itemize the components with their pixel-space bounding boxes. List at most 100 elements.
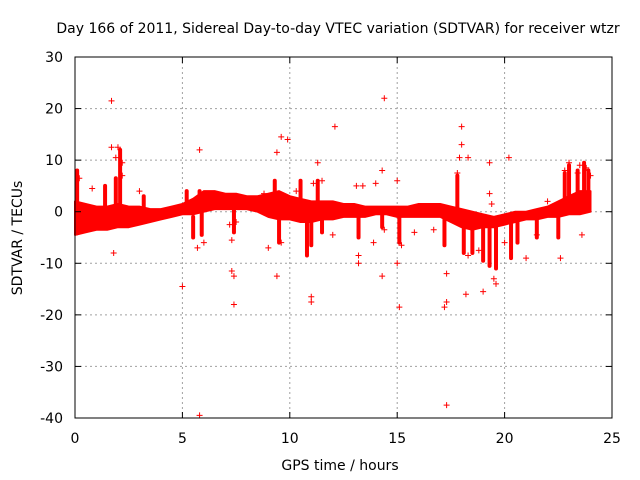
y-tick-labels: -40 -30 -20 -10 0 10 20 30 (40, 50, 63, 427)
data-point-74 (533, 231, 540, 238)
data-point-53 (441, 304, 448, 311)
data-point-18 (228, 237, 235, 244)
data-point-11 (179, 283, 186, 290)
data-point-9 (119, 172, 126, 179)
data-point-7 (114, 144, 121, 151)
data-point-24 (273, 149, 280, 156)
data-point-10 (136, 188, 143, 195)
data-point-80 (576, 162, 583, 169)
y-tick-label-1: -30 (40, 359, 63, 375)
data-point-43 (379, 167, 386, 174)
data-point-26 (278, 133, 285, 140)
y-tick-label-0: -40 (40, 411, 63, 427)
axis-ticks (74, 56, 613, 419)
x-tick-label-1: 5 (178, 431, 187, 447)
data-point-77 (561, 167, 568, 174)
data-point-27 (278, 239, 285, 246)
data-point-37 (353, 182, 360, 189)
y-tick-label-5: 10 (45, 153, 63, 169)
data-point-69 (490, 275, 497, 282)
data-point-31 (308, 298, 315, 305)
data-point-19 (230, 301, 237, 308)
data-point-36 (329, 231, 336, 238)
data-point-52 (430, 226, 437, 233)
data-point-33 (314, 159, 321, 166)
data-point-23 (265, 244, 272, 251)
data-point-29 (293, 188, 300, 195)
data-point-42 (372, 180, 379, 187)
data-point-73 (523, 255, 530, 262)
x-tick-label-4: 20 (496, 431, 514, 447)
data-point-30 (308, 293, 315, 300)
y-tick-label-2: -20 (40, 308, 63, 324)
chart-title: Day 166 of 2011, Sidereal Day-to-day VTE… (56, 21, 620, 37)
data-point-6 (112, 154, 119, 161)
data-point-68 (488, 200, 495, 207)
data-point-61 (462, 291, 469, 298)
data-point-22 (261, 190, 268, 197)
data-point-59 (458, 123, 465, 130)
data-point-50 (398, 242, 405, 249)
data-point-66 (486, 159, 493, 166)
data-point-16 (226, 221, 233, 228)
data-point-13 (196, 146, 203, 153)
data-point-58 (456, 154, 463, 161)
y-tick-label-7: 30 (45, 50, 63, 66)
data-point-20 (230, 273, 237, 280)
data-point-14 (196, 412, 203, 419)
x-tick-label-2: 10 (281, 431, 299, 447)
data-point-78 (566, 159, 573, 166)
data-point-12 (194, 244, 201, 251)
data-point-4 (108, 144, 115, 151)
y-tick-label-3: -10 (40, 256, 63, 272)
data-point-5 (110, 249, 117, 256)
y-axis-label: SDTVAR / TECUs (10, 181, 26, 296)
data-point-60 (458, 141, 465, 148)
data-point-81 (578, 231, 585, 238)
data-point-49 (396, 304, 403, 311)
data-point-75 (544, 198, 551, 205)
x-axis-label: GPS time / hours (281, 458, 398, 474)
y-tick-label-4: 0 (54, 205, 63, 221)
data-point-76 (557, 255, 564, 262)
data-points (74, 95, 594, 419)
data-point-25 (273, 273, 280, 280)
data-point-34 (319, 177, 326, 184)
x-tick-labels: 0 5 10 15 20 25 (71, 431, 621, 447)
data-band (74, 190, 592, 236)
data-point-57 (454, 170, 461, 177)
data-spikes (75, 147, 591, 271)
data-point-67 (486, 190, 493, 197)
data-point-21 (233, 219, 240, 226)
data-point-70 (493, 280, 500, 287)
data-point-2 (89, 185, 96, 192)
data-point-65 (480, 288, 487, 295)
data-point-62 (465, 154, 472, 161)
x-tick-label-5: 25 (603, 431, 621, 447)
data-point-1 (76, 175, 83, 182)
data-point-39 (355, 260, 362, 267)
data-point-45 (381, 95, 388, 102)
data-point-17 (228, 268, 235, 275)
data-point-55 (443, 270, 450, 277)
data-point-40 (359, 182, 366, 189)
data-band-area (74, 190, 592, 236)
data-point-71 (501, 239, 508, 246)
x-tick-label-0: 0 (71, 431, 80, 447)
x-tick-label-3: 15 (388, 431, 406, 447)
data-point-46 (381, 226, 388, 233)
data-point-79 (574, 170, 581, 177)
data-point-8 (119, 159, 126, 166)
data-point-48 (394, 260, 401, 267)
data-point-44 (379, 273, 386, 280)
data-point-63 (465, 252, 472, 259)
data-point-47 (394, 177, 401, 184)
data-point-35 (331, 123, 338, 130)
data-point-54 (443, 298, 450, 305)
data-point-32 (310, 180, 317, 187)
y-tick-label-6: 20 (45, 102, 63, 118)
data-point-64 (475, 247, 482, 254)
data-point-56 (443, 402, 450, 409)
